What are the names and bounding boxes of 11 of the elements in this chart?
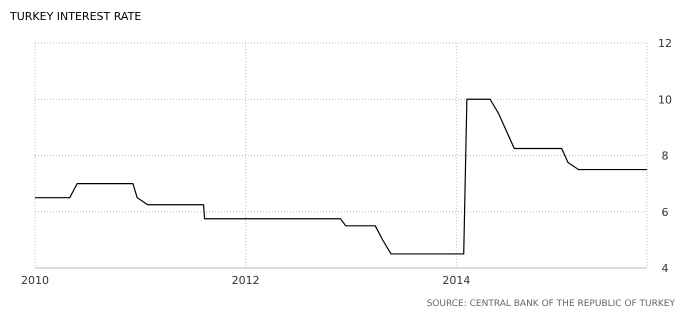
y-tick-label: 8 (662, 150, 668, 162)
y-tick-label: 12 (658, 37, 672, 50)
y-tick-label: 4 (662, 262, 668, 275)
y-tick-label: 10 (658, 93, 672, 106)
x-tick-label: 2014 (442, 274, 470, 287)
x-tick-label: 2012 (232, 274, 260, 287)
source-note: SOURCE: CENTRAL BANK OF THE REPUBLIC OF TURKEY (426, 299, 676, 309)
x-tick-label: 2010 (21, 274, 49, 287)
y-tick-label: 6 (662, 206, 668, 219)
line-series (34, 98, 648, 255)
chart-title: TURKEY INTEREST RATE (9, 10, 142, 23)
